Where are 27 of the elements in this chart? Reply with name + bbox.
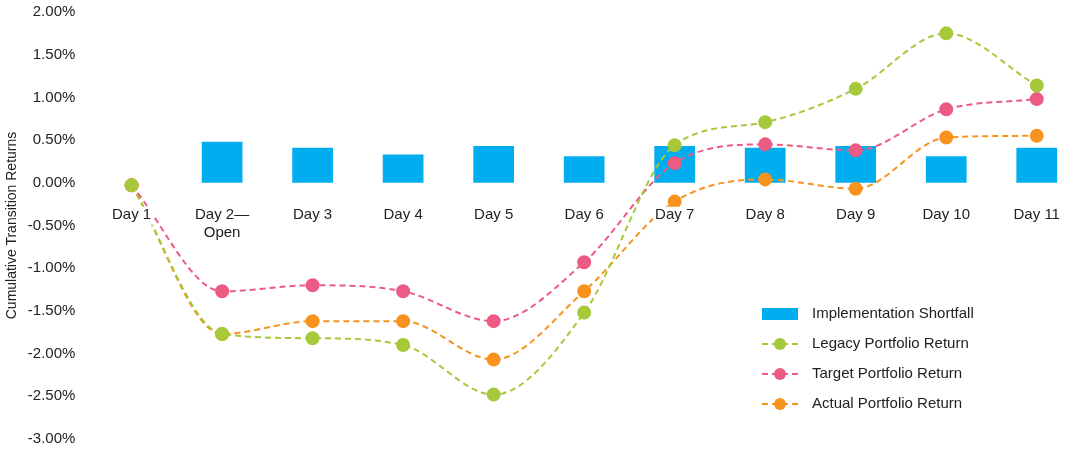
y-tick-label: 0.00% [32,172,76,190]
y-tick-label: 1.50% [32,44,76,62]
x-tick-label: Day 8 [745,205,785,223]
x-tick-label: Day 10 [922,205,970,223]
y-tick-label: -1.50% [27,301,76,319]
legend-label: Actual Portfolio Return [812,394,963,412]
legend-label: Legacy Portfolio Return [812,334,969,352]
y-tick-label: 2.00% [32,2,76,20]
y-axis-title: Cumulative Transition Returns [3,131,20,320]
y-tick-label: -2.00% [27,343,76,361]
x-tick-label: Day 6 [564,205,604,223]
x-tick-label: Day 2—Open [195,205,250,241]
x-tick-label: Day 11 [1013,205,1060,223]
y-tick-label: 1.00% [32,87,76,105]
x-tick-label: Day 7 [655,205,695,223]
x-tick-label: Day 4 [383,205,423,223]
x-tick-label: Day 9 [836,205,876,223]
x-tick-label: Day 5 [474,205,514,223]
legend-label: Implementation Shortfall [812,304,974,322]
legend-label: Target Portfolio Return [812,364,963,382]
y-tick-label: -2.50% [27,386,76,404]
y-tick-label: -1.00% [27,258,76,276]
y-tick-label: -0.50% [27,215,76,233]
y-tick-label: 0.50% [32,130,76,148]
x-tick-label: Day 1 [111,205,152,223]
y-tick-label: -3.00% [27,429,76,447]
x-tick-label: Day 3 [293,205,333,223]
